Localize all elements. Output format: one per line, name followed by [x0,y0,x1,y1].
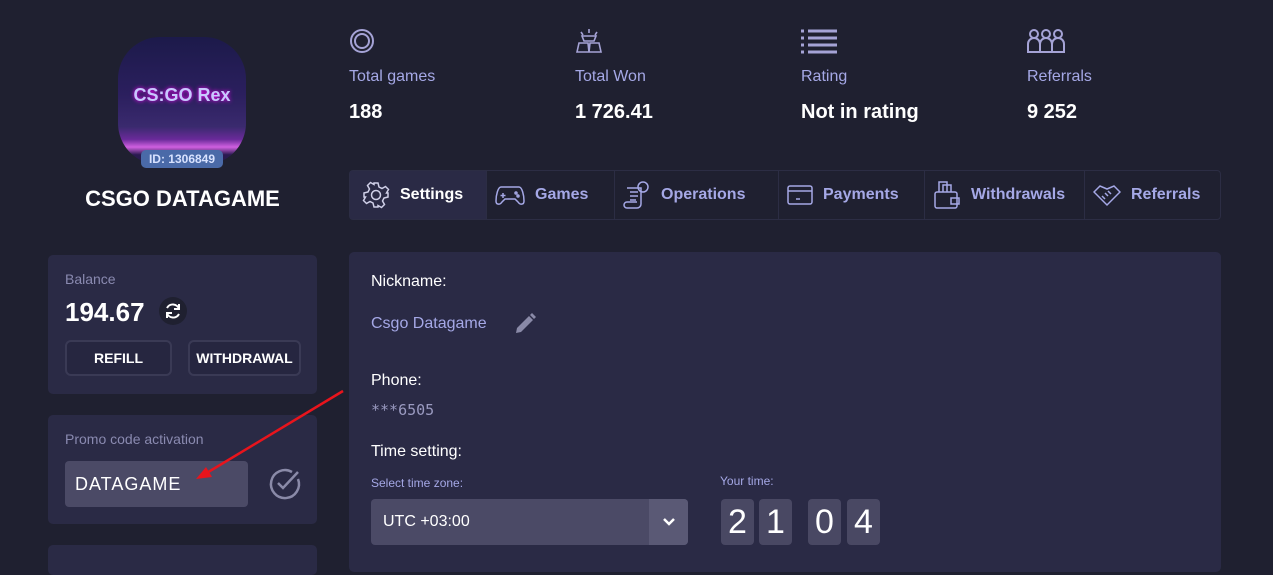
handshake-icon [1093,185,1121,207]
people-icon [1027,28,1247,54]
time-digit: 2 [721,499,754,545]
gold-bars-icon [575,28,795,54]
chevron-down-icon[interactable] [649,499,688,545]
gamepad-icon [495,186,525,205]
tab-games[interactable]: Games [487,171,615,219]
time-digit: 4 [847,499,880,545]
time-digit: 0 [808,499,841,545]
stat-total-games: Total games 188 [349,28,569,124]
wallet-icon [934,181,960,209]
tab-withdrawals[interactable]: Withdrawals [925,171,1085,219]
avatar: CS:GO Rex [118,37,246,165]
tab-payments[interactable]: Payments [779,171,925,219]
receipt-icon [623,181,649,209]
promo-code-input[interactable]: DATAGAME [65,461,248,507]
refill-button[interactable]: REFILL [65,340,172,376]
avatar-logo-text: CS:GO Rex [133,85,231,105]
withdrawal-button[interactable]: WITHDRAWAL [188,340,301,376]
phone-value: ***6505 [371,401,435,419]
balance-card: Balance 194.67 REFILL WITHDRAWAL [48,255,317,394]
sidebar-card [48,545,317,575]
tab-referrals[interactable]: Referrals [1085,171,1220,219]
username: CSGO DATAGAME [85,186,280,211]
tab-settings[interactable]: Settings [350,171,487,219]
gear-icon [362,181,390,209]
check-circle-icon[interactable] [268,467,302,501]
timezone-select[interactable]: UTC +03:00 [371,499,688,545]
stat-total-won: Total Won 1 726.41 [575,28,795,124]
tab-operations[interactable]: Operations [615,171,779,219]
stat-referrals: Referrals 9 252 [1027,28,1247,124]
profile-tabs: Settings Games Operations Payments Withd… [349,170,1221,220]
list-icon [801,28,1021,54]
card-icon [787,185,813,205]
stat-rating: Rating Not in rating [801,28,1021,124]
time-digit: 1 [759,499,792,545]
balance-value: 194.67 [65,297,145,327]
user-id-badge: ID: 1306849 [141,150,223,168]
promo-card: Promo code activation DATAGAME [48,415,317,524]
refresh-balance-button[interactable] [159,297,187,325]
pencil-icon[interactable] [514,313,536,335]
refresh-icon [166,303,180,319]
chip-icon [349,28,569,54]
nickname-value: Csgo Datagame [371,315,487,332]
